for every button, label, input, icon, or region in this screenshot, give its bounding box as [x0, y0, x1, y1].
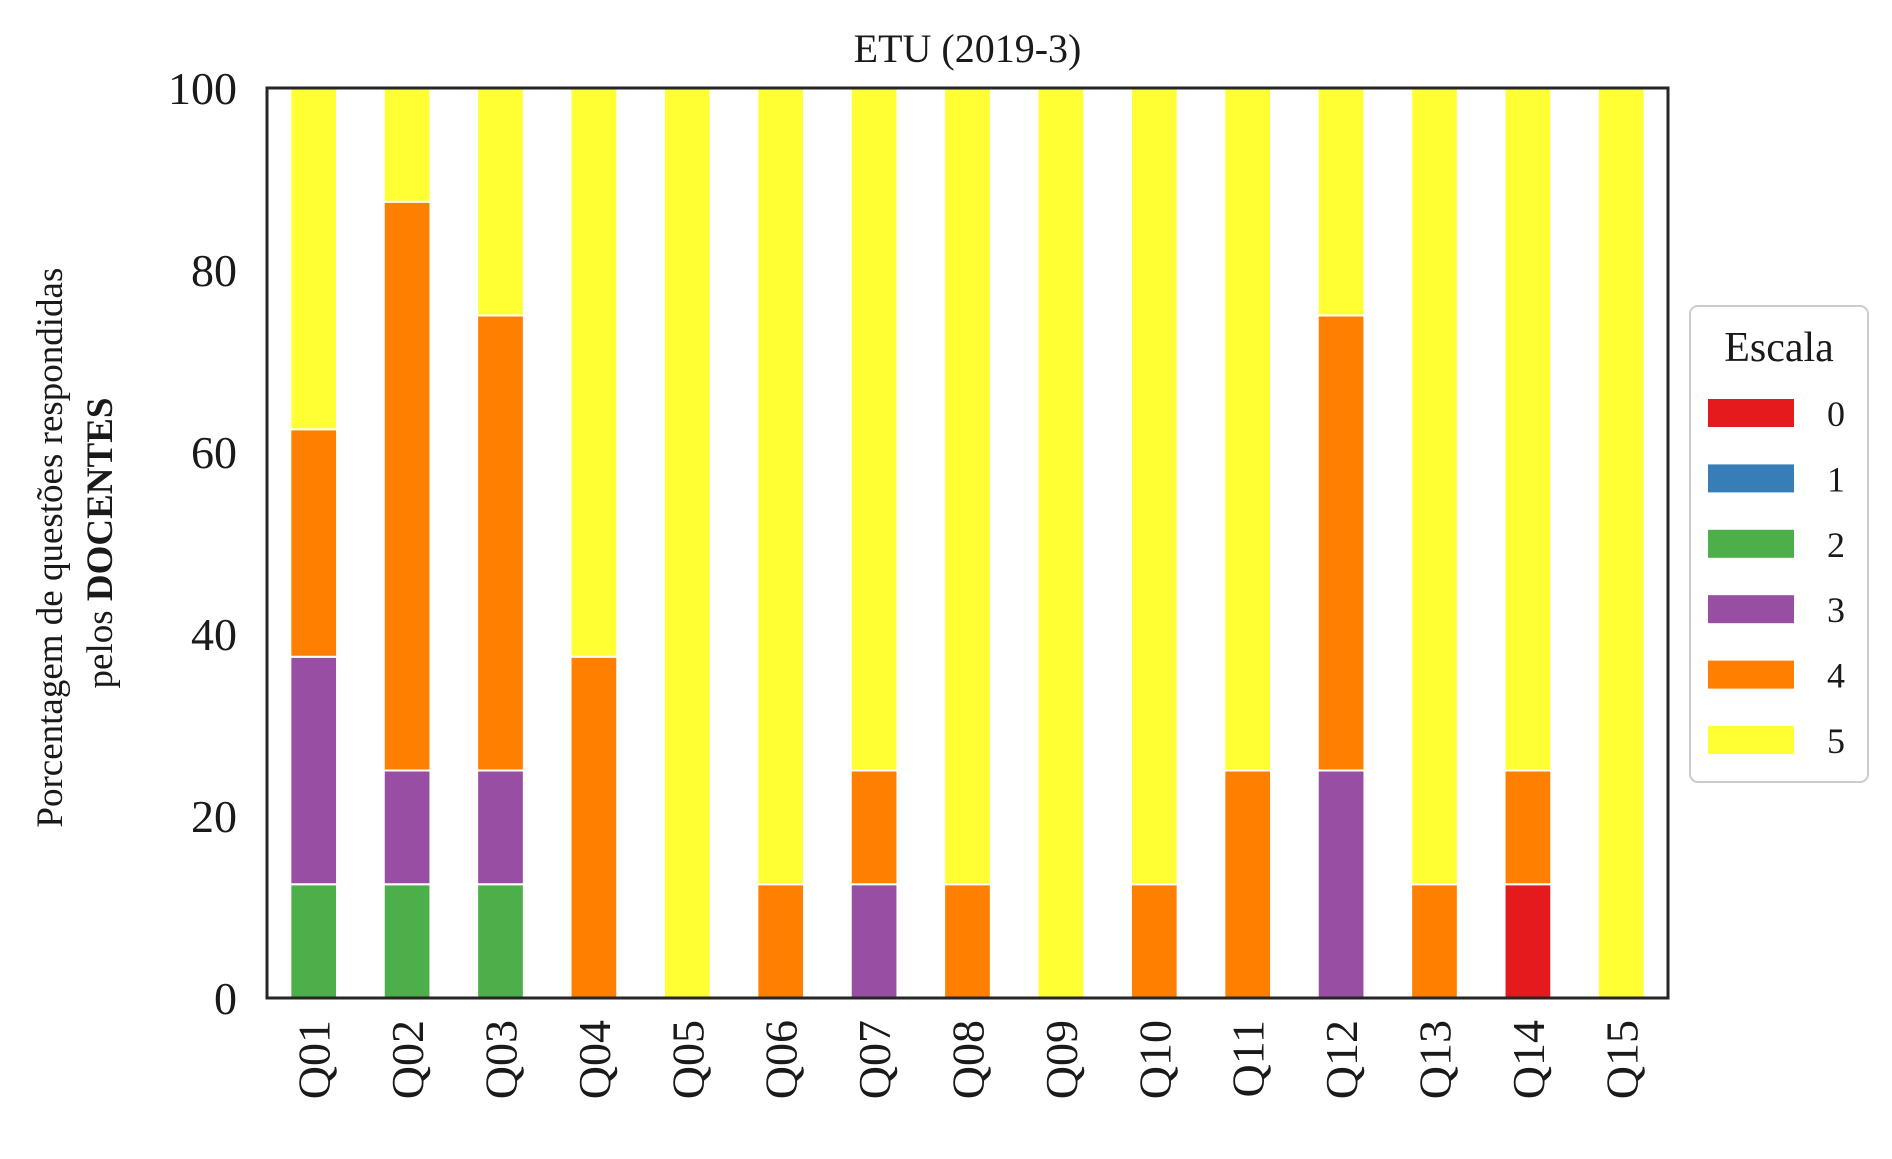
bars-layer: [289, 87, 1646, 999]
chart-title: ETU (2019-3): [854, 26, 1082, 71]
legend-items: 0 1 2 3 4 5: [1708, 394, 1845, 761]
bar-Q02-scale-2: [382, 883, 432, 999]
bar-Q14-scale-4: [1503, 769, 1553, 886]
legend-swatch-5: [1708, 726, 1794, 754]
legend-label-2: 2: [1827, 525, 1845, 565]
bar-Q06-scale-5: [756, 87, 806, 886]
bar-Q14-scale-5: [1503, 87, 1553, 772]
bar-Q01-scale-5: [289, 87, 339, 431]
bar-Q08-scale-4: [943, 883, 992, 999]
x-tick-label: Q03: [476, 1020, 527, 1099]
bar-Q06-scale-4: [756, 883, 806, 999]
x-tick-label: Q01: [289, 1020, 340, 1099]
legend-swatch-1: [1708, 464, 1794, 493]
bar-Q13-scale-5: [1410, 87, 1459, 886]
bar-Q03-scale-3: [476, 769, 525, 886]
bar-Q08-scale-5: [943, 87, 992, 886]
bar-Q10-scale-4: [1129, 883, 1179, 999]
x-tick-label: Q08: [943, 1020, 994, 1099]
legend-label-3: 3: [1827, 590, 1845, 630]
bar-Q02-scale-4: [382, 200, 432, 772]
bar-Q01-scale-4: [289, 428, 339, 658]
x-tick-label: Q04: [569, 1020, 620, 1099]
bar-Q03-scale-2: [476, 883, 525, 999]
bar-Q04-scale-5: [569, 87, 619, 658]
bar-Q02-scale-3: [382, 769, 432, 886]
bar-Q11-scale-4: [1223, 769, 1273, 999]
bar-Q01-scale-3: [289, 655, 339, 886]
x-tick-label: Q12: [1316, 1020, 1367, 1099]
x-tick-label: Q02: [382, 1020, 433, 1099]
legend-label-5: 5: [1827, 721, 1845, 761]
legend: Escala 0 1 2 3 4 5: [1689, 305, 1869, 783]
y-axis-label-line2-prefix: pelos: [80, 601, 121, 688]
x-tick-label: Q13: [1410, 1020, 1461, 1099]
bar-Q12-scale-3: [1316, 769, 1366, 999]
x-tick-label: Q11: [1223, 1020, 1274, 1098]
bar-Q12-scale-4: [1316, 314, 1366, 772]
x-tick-label: Q07: [849, 1020, 900, 1099]
bar-Q09-scale-5: [1036, 87, 1086, 999]
y-axis-label-line2-bold: DOCENTES: [80, 398, 121, 602]
bar-Q07-scale-4: [849, 769, 899, 886]
x-tick-label: Q15: [1596, 1020, 1647, 1099]
bar-Q12-scale-5: [1316, 87, 1366, 317]
legend-swatch-3: [1708, 595, 1794, 624]
bar-Q03-scale-5: [476, 87, 525, 317]
y-tick-label: 0: [214, 973, 237, 1024]
x-tick-label: Q14: [1503, 1020, 1554, 1099]
bar-Q10-scale-5: [1129, 87, 1179, 886]
y-tick-label: 40: [191, 609, 237, 660]
bar-Q03-scale-4: [476, 314, 525, 772]
y-tick-label: 60: [191, 427, 237, 478]
legend-swatch-2: [1708, 529, 1794, 558]
bar-Q15-scale-5: [1596, 87, 1646, 999]
x-tick-label: Q06: [756, 1020, 807, 1099]
bar-Q04-scale-4: [569, 655, 619, 999]
bar-Q14-scale-0: [1503, 883, 1553, 999]
bar-Q13-scale-4: [1410, 883, 1459, 999]
x-tick-label: Q09: [1036, 1020, 1087, 1099]
y-axis: 0 20 40 60 80 100: [168, 63, 237, 1024]
legend-swatch-4: [1708, 660, 1794, 689]
legend-label-4: 4: [1827, 656, 1845, 696]
y-tick-label: 80: [191, 245, 237, 296]
legend-label-1: 1: [1827, 459, 1845, 499]
bar-Q02-scale-5: [382, 87, 432, 203]
bar-Q05-scale-5: [662, 87, 712, 999]
x-tick-label: Q10: [1129, 1020, 1180, 1099]
legend-title: Escala: [1724, 325, 1834, 371]
x-tick-label: Q05: [662, 1020, 713, 1099]
bar-Q07-scale-5: [849, 87, 899, 772]
legend-label-0: 0: [1827, 394, 1845, 434]
y-tick-label: 20: [191, 791, 237, 842]
bar-Q11-scale-5: [1223, 87, 1273, 772]
x-axis: Q01 Q02 Q03 Q04 Q05 Q06 Q07 Q08 Q09 Q10 Q11 Q12 Q13 Q…: [289, 1020, 1648, 1099]
y-tick-label: 100: [168, 63, 237, 114]
bar-Q01-scale-2: [289, 883, 339, 999]
legend-swatch-0: [1708, 399, 1794, 427]
y-axis-label: Porcentagem de questões respondidas pelo…: [30, 258, 121, 827]
bar-Q07-scale-3: [849, 883, 899, 999]
plot-frame: [265, 86, 1670, 1000]
y-axis-label-line1: Porcentagem de questões respondidas: [30, 268, 71, 828]
